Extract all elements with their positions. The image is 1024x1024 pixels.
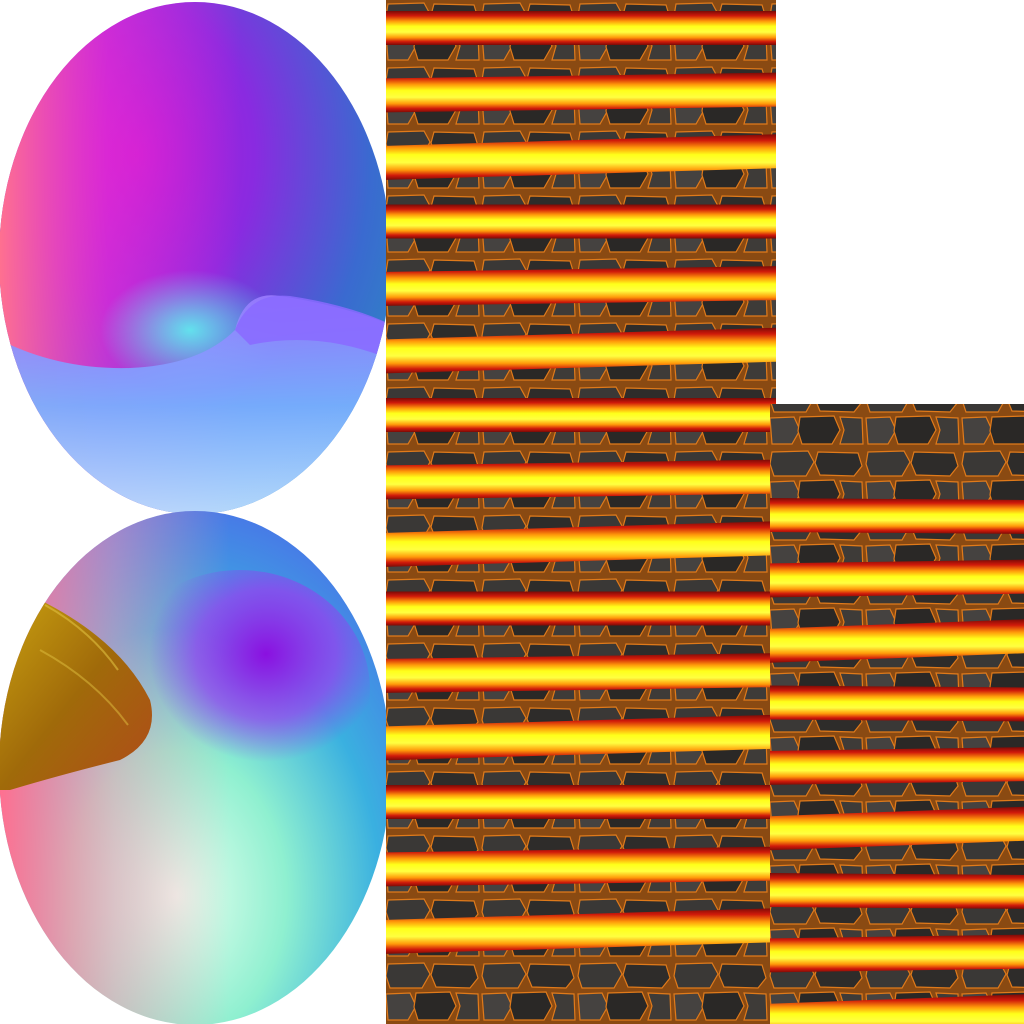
lava-strip <box>386 785 776 819</box>
lava-strip <box>770 619 1024 663</box>
lava-strip <box>386 459 776 500</box>
lava-strip <box>386 908 776 954</box>
lava-strip <box>770 685 1024 722</box>
lava-strip <box>386 846 776 887</box>
lava-strip <box>386 266 776 306</box>
lava-strip <box>770 806 1024 851</box>
lava-strip-column-right <box>770 404 1024 1024</box>
normal-map-sphere-bottom <box>0 511 391 1024</box>
lava-strip-column-left <box>386 0 776 1024</box>
lava-strip <box>386 134 776 180</box>
normal-map-sphere-top <box>0 2 391 514</box>
lava-strip <box>770 559 1024 598</box>
lava-strip <box>386 653 776 693</box>
lava-strip <box>770 873 1024 909</box>
lava-strip <box>386 11 776 45</box>
lava-strip <box>770 747 1024 785</box>
lava-strip <box>386 714 776 761</box>
lava-strip <box>386 398 776 432</box>
lava-strip <box>386 521 776 567</box>
lava-strip <box>386 72 776 113</box>
lava-strip <box>386 327 776 374</box>
lava-strip <box>386 591 776 626</box>
lava-strip <box>770 994 1024 1024</box>
lava-strip <box>770 934 1024 973</box>
lava-strip <box>386 204 776 239</box>
lava-strip <box>770 498 1024 534</box>
